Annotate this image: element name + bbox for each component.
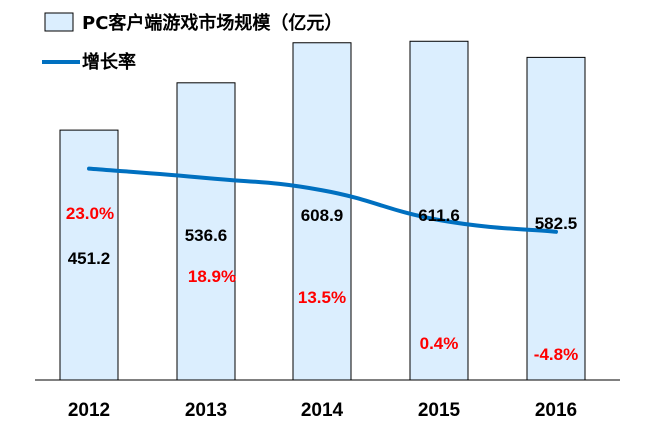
x-tick-2014: 2014 — [301, 400, 344, 421]
legend-swatch-bar — [44, 12, 74, 32]
growth-value-label-2013: 18.9% — [188, 267, 236, 286]
legend-label-line: 增长率 — [82, 51, 136, 73]
growth-value-label-2016: -4.8% — [534, 345, 578, 364]
bar-value-label-2014: 608.9 — [301, 206, 344, 225]
bar-value-label-2013: 536.6 — [185, 226, 228, 245]
legend-label-bar: PC客户端游戏市场规模（亿元） — [82, 12, 342, 34]
x-tick-2016: 2016 — [535, 400, 577, 421]
x-tick-layer: 2012 2013 2014 2015 2016 — [68, 400, 577, 421]
growth-value-label-2015: 0.4% — [420, 334, 459, 353]
legend: PC客户端游戏市场规模（亿元） 增长率 — [42, 12, 342, 73]
growth-value-label-2014: 13.5% — [298, 288, 346, 307]
growth-rate-line — [87, 166, 558, 234]
bar-value-label-2015: 611.6 — [418, 206, 460, 225]
x-tick-2013: 2013 — [185, 400, 227, 421]
growth-value-label-2012: 23.0% — [66, 204, 114, 223]
labels-layer: 451.2 536.6 608.9 611.6 582.5 23.0% 18.9% 13.5%… — [66, 204, 578, 364]
x-tick-2015: 2015 — [418, 400, 461, 421]
bars-layer — [59, 40, 586, 381]
bar-2013 — [176, 82, 236, 381]
bar-2014 — [292, 42, 352, 381]
bar-2015 — [409, 40, 469, 381]
bar-2016 — [526, 56, 586, 381]
growth-line-layer — [87, 166, 558, 234]
x-tick-2012: 2012 — [68, 400, 110, 421]
bar-value-label-2016: 582.5 — [535, 214, 578, 233]
bar-value-label-2012: 451.2 — [68, 249, 111, 268]
